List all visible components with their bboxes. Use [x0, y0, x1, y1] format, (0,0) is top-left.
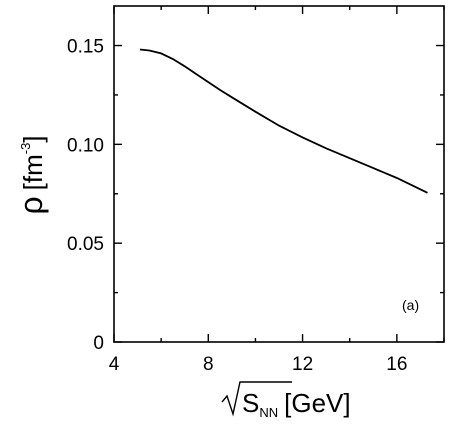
y-label-unit-prefix: [fm — [18, 154, 48, 190]
x-label-unit: [GeV] — [284, 388, 350, 418]
x-label-main: S — [242, 388, 259, 418]
x-tick-label: 12 — [292, 354, 313, 375]
y-tick-label: 0.10 — [67, 135, 104, 156]
svg-text:ρ[fm-3]: ρ [fm-3] — [13, 135, 49, 214]
x-tick-label: 4 — [109, 354, 120, 375]
y-label-main: ρ — [13, 196, 49, 214]
plot-frame — [113, 5, 445, 343]
y-axis-label: ρ [fm-3] — [13, 135, 49, 214]
series-line — [139, 48, 428, 194]
axis-ticks — [113, 6, 445, 343]
y-tick-label: 0 — [93, 333, 104, 354]
tick-labels: 4 8 12 16 0 0.05 0.10 0.15 — [67, 37, 407, 375]
x-tick-label: 16 — [386, 354, 407, 375]
y-label-superscript: -3 — [18, 143, 33, 155]
panel-label: (a) — [402, 297, 419, 313]
x-axis-label: SNN [GeV] — [221, 381, 351, 420]
sqrt-sign — [221, 381, 292, 417]
x-tick-label: 8 — [203, 354, 214, 375]
x-label-subscript: NN — [259, 405, 278, 420]
svg-text:SNN[GeV]: SNN [GeV] — [242, 388, 351, 420]
y-label-unit-suffix: ] — [18, 135, 48, 142]
y-tick-label: 0.15 — [67, 37, 104, 58]
y-tick-label: 0.05 — [67, 234, 104, 255]
